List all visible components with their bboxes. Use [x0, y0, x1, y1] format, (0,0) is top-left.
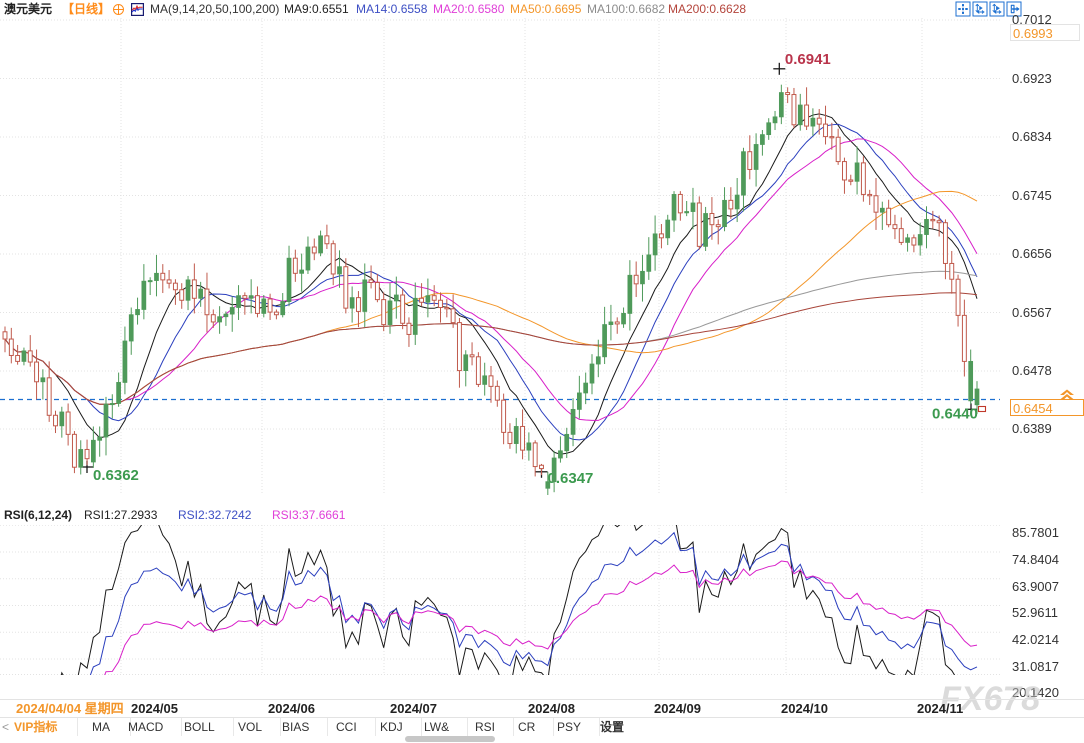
- svg-text:0.6362: 0.6362: [93, 467, 139, 484]
- svg-text:0.6941: 0.6941: [785, 51, 831, 68]
- svg-text:0.6440: 0.6440: [932, 406, 978, 423]
